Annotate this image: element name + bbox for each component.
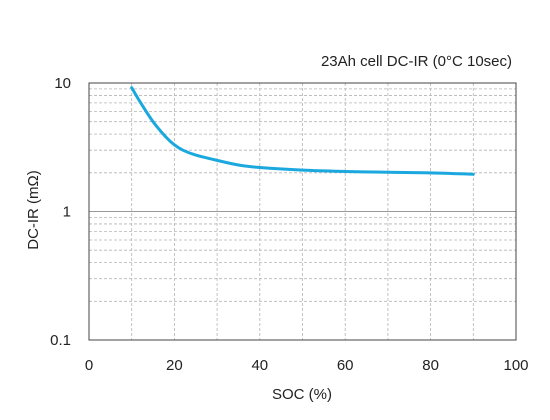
x-axis-title: SOC (%) (272, 386, 332, 403)
y-axis-title: DC-IR (mΩ) (25, 170, 42, 250)
series-layer (130, 86, 475, 176)
dc-ir-series-line (130, 86, 475, 176)
chart-title: 23Ah cell DC-IR (0°C 10sec) (321, 53, 512, 70)
x-tick-label: 20 (166, 357, 183, 374)
y-tick-label: 1 (63, 204, 71, 221)
plot-frame (88, 82, 517, 341)
x-tick-label: 100 (503, 357, 528, 374)
x-tick-label: 40 (251, 357, 268, 374)
x-tick-labels: 0 20 40 60 80 100 (85, 357, 529, 374)
y-tick-label: 10 (54, 75, 71, 92)
y-tick-label: 0.1 (50, 332, 71, 349)
x-tick-label: 0 (85, 357, 93, 374)
x-tick-label: 80 (422, 357, 439, 374)
y-tick-labels: 0.1 1 10 (50, 75, 71, 349)
minor-grid (89, 83, 516, 340)
x-tick-label: 60 (337, 357, 354, 374)
